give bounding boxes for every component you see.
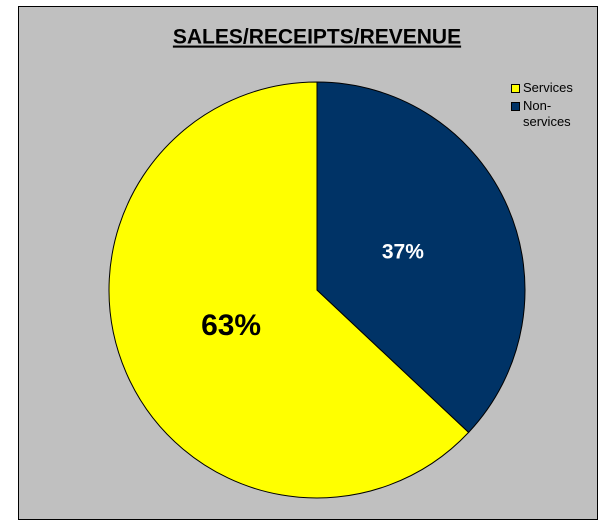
legend-label: Services — [523, 80, 573, 95]
legend: Services Non-services — [511, 80, 601, 132]
chart-title: SALES/RECEIPTS/REVENUE — [173, 26, 461, 49]
pie-slice — [316, 81, 526, 434]
pie-slice — [108, 81, 470, 499]
legend-swatch — [511, 84, 520, 93]
data-label: 63% — [201, 309, 261, 342]
legend-swatch — [511, 102, 520, 111]
data-label: 37% — [382, 240, 424, 263]
legend-item: Services — [511, 80, 601, 96]
legend-item: Non-services — [511, 98, 601, 130]
legend-label: Non-services — [523, 98, 571, 129]
